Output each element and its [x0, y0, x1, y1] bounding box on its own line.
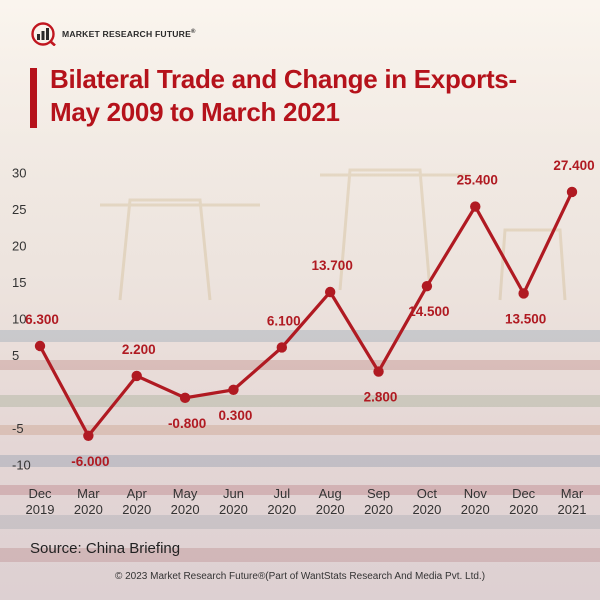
data-label: 27.400 [553, 158, 594, 173]
data-point [179, 392, 191, 404]
y-tick-label: 20 [12, 239, 26, 254]
y-tick-label: 5 [12, 348, 19, 363]
x-tick-label-year: 2020 [461, 502, 490, 517]
x-tick-label-year: 2021 [558, 502, 587, 517]
data-label: 13.500 [505, 311, 546, 326]
data-point [276, 342, 288, 353]
data-label: 6.300 [25, 312, 59, 327]
data-label: 2.200 [122, 342, 156, 357]
y-tick-label: 30 [12, 166, 26, 181]
series-line [38, 191, 574, 439]
data-point [34, 340, 46, 352]
data-point [131, 370, 142, 382]
x-tick-label-year: 2020 [267, 502, 296, 517]
copyright-note: © 2023 Market Research Future®(Part of W… [114, 571, 486, 582]
data-point [518, 288, 529, 299]
x-tick-label-year: 2020 [74, 502, 103, 517]
data-point [373, 366, 384, 377]
data-label: -6.000 [71, 454, 109, 469]
bar-chart-magnifier-icon [31, 22, 56, 46]
data-point [470, 201, 481, 212]
data-label: 13.700 [312, 258, 353, 273]
data-label: -0.800 [168, 416, 206, 431]
x-tick-label-year: 2020 [122, 502, 151, 517]
data-point [324, 286, 336, 298]
x-tick-label-year: 2020 [171, 502, 200, 517]
title-accent-bar [30, 68, 37, 128]
data-point [83, 430, 94, 441]
data-point [566, 186, 578, 198]
x-tick-label-year: 2020 [509, 502, 538, 517]
x-tick-label-month: Apr [127, 486, 148, 501]
x-tick-label-year: 2020 [364, 502, 393, 517]
data-label: 14.500 [408, 304, 449, 319]
data-point [228, 384, 239, 396]
data-point [421, 280, 433, 292]
y-tick-label: 25 [12, 202, 26, 217]
x-tick-label-month: Mar [561, 486, 584, 501]
x-tick-label-month: Jul [274, 486, 291, 501]
x-tick-label-month: Aug [319, 486, 342, 501]
y-tick-label: -5 [12, 421, 24, 436]
data-label: 0.300 [219, 408, 253, 423]
x-tick-label-month: Dec [28, 486, 52, 501]
y-tick-label: 15 [12, 275, 26, 290]
x-tick-label-month: May [173, 486, 198, 501]
brand-logo: MARKET RESEARCH FUTURE® [30, 22, 196, 46]
chart-title: Bilateral Trade and Change in Exports- M… [50, 64, 517, 127]
brand-name: MARKET RESEARCH FUTURE® [62, 29, 196, 39]
x-tick-label-year: 2020 [219, 502, 248, 517]
x-tick-label-month: Sep [367, 486, 390, 501]
x-tick-label-month: Dec [512, 486, 536, 501]
data-label: 6.100 [267, 313, 301, 328]
data-label: 2.800 [364, 390, 398, 405]
x-tick-label-month: Mar [77, 486, 100, 501]
x-tick-label-year: 2019 [26, 502, 55, 517]
y-tick-label: -10 [12, 458, 31, 473]
x-tick-label-month: Oct [417, 486, 438, 501]
y-tick-label: 10 [12, 312, 26, 327]
x-tick-label-month: Nov [464, 486, 488, 501]
x-tick-label-year: 2020 [316, 502, 345, 517]
x-tick-label-month: Jun [223, 486, 244, 501]
data-label: 25.400 [457, 173, 498, 188]
x-tick-label-year: 2020 [412, 502, 441, 517]
source-note: Source: China Briefing [30, 540, 181, 557]
